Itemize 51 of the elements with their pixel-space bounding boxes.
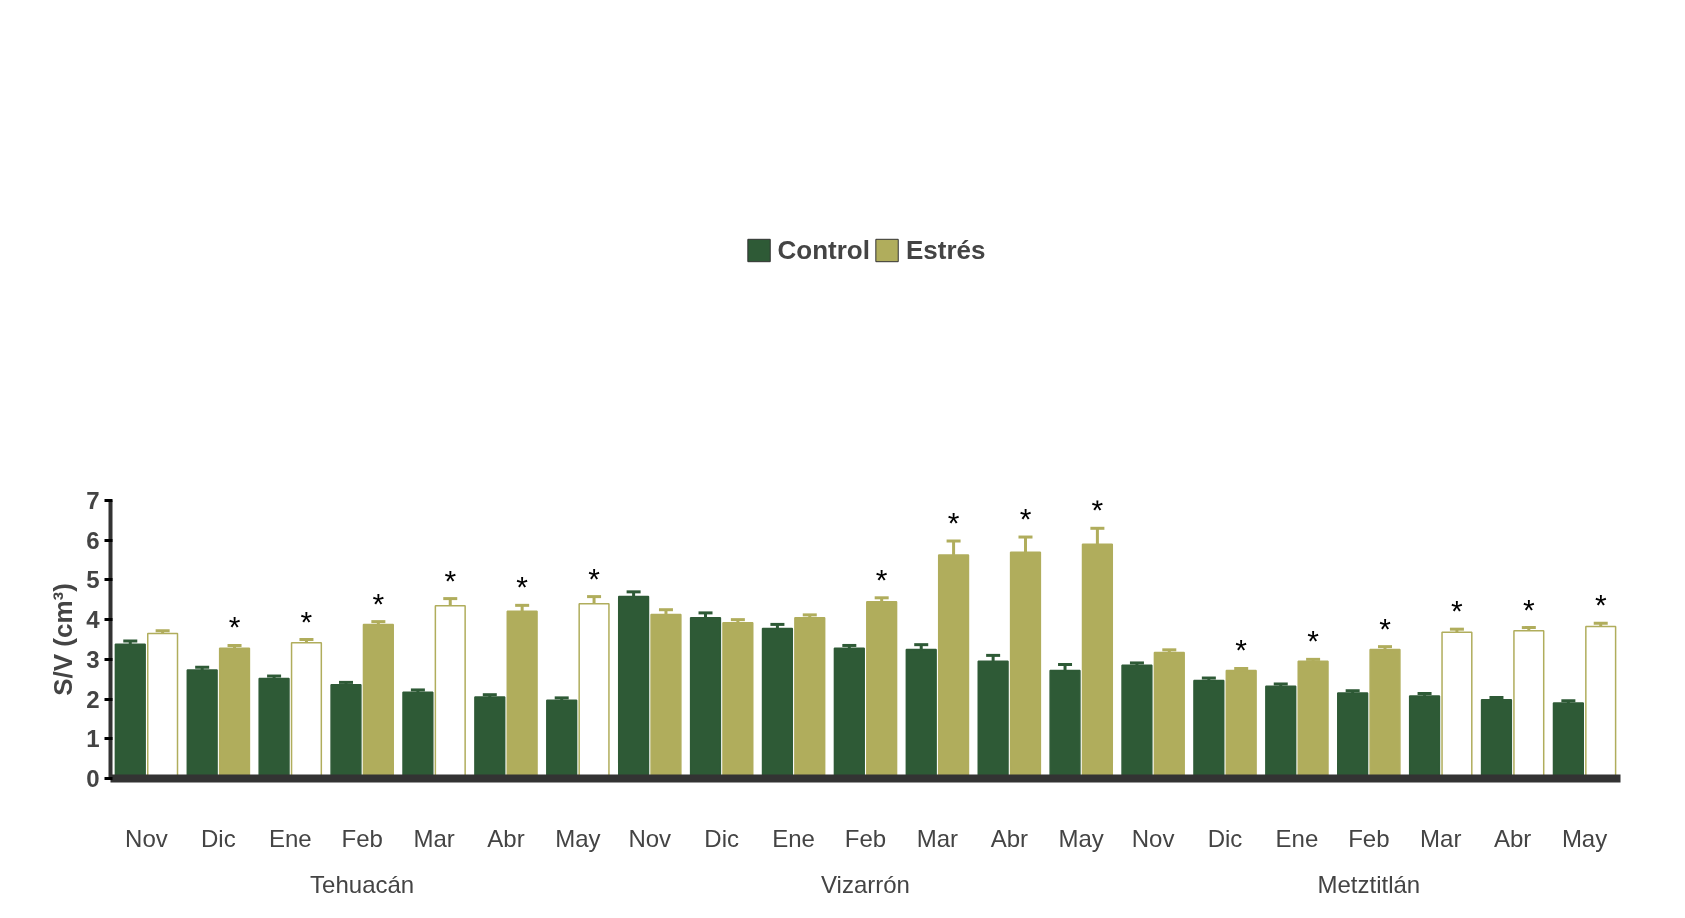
x-tick-label: Mar: [1420, 824, 1462, 852]
x-tick-label: Dic: [704, 824, 740, 852]
x-tick-label: Nov: [1131, 824, 1175, 852]
data-label: *: [588, 561, 601, 595]
x-tick-label: Dic: [201, 824, 236, 852]
x-tick-label: Abr: [990, 824, 1028, 852]
y-tick-label: 7: [86, 487, 100, 514]
data-label: *: [516, 570, 529, 604]
data-label: *: [372, 586, 385, 620]
x-tick-label: Mar: [916, 824, 959, 852]
x-tick-label: Ene: [268, 824, 312, 852]
legend-label: Control: [777, 234, 870, 266]
x-tick-label: Ene: [772, 824, 815, 852]
y-tick-label: 3: [86, 645, 100, 673]
x-tick-label: Feb: [1348, 824, 1390, 852]
x-tick-label: Nov: [628, 824, 672, 852]
y-tick-label: 6: [86, 526, 100, 554]
y-tick-label: 0: [86, 765, 100, 792]
x-tick-label: May: [555, 824, 601, 852]
y-tick-label: 2: [86, 685, 100, 713]
y-tick-label: 4: [86, 606, 101, 634]
legend-label: Estrés: [905, 234, 986, 266]
y-tick-label: 5: [86, 566, 100, 594]
x-tick-label: May: [1561, 824, 1608, 852]
x-tick-label: Feb: [341, 824, 383, 852]
data-label: *: [300, 604, 313, 638]
text: Tehuacán: [310, 870, 415, 898]
x-tick-label: Ene: [1275, 824, 1319, 852]
data-label: *: [1019, 502, 1032, 536]
x-tick-label: Feb: [844, 824, 887, 852]
data-label: *: [1307, 624, 1320, 658]
text: Metztitlán: [1317, 870, 1421, 898]
x-tick-label: Abr: [487, 824, 525, 852]
x-tick-label: Dic: [1207, 824, 1243, 852]
data-label: *: [947, 506, 960, 540]
data-label: *: [1091, 493, 1104, 527]
data-label: *: [444, 563, 457, 597]
x-tick-label: Abr: [1493, 824, 1532, 852]
y-axis-title: S/V (cm³): [48, 583, 79, 696]
data-label: *: [1451, 594, 1464, 628]
text: Vizarrón: [821, 870, 910, 898]
data-label: *: [1522, 592, 1535, 626]
x-tick-label: May: [1058, 824, 1104, 852]
data-label: *: [1594, 588, 1607, 622]
data-label: *: [875, 562, 888, 596]
x-tick-label: Mar: [413, 824, 455, 852]
data-label: *: [228, 610, 241, 644]
data-label: *: [1379, 611, 1392, 645]
data-label: *: [1235, 633, 1248, 667]
y-tick-label: 1: [86, 725, 100, 753]
x-tick-label: Nov: [125, 824, 168, 852]
